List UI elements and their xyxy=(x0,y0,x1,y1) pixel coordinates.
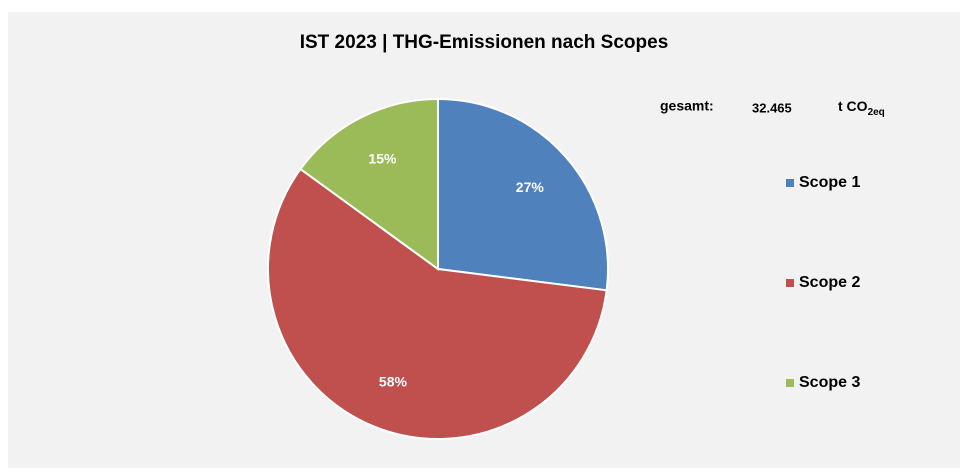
legend-swatch xyxy=(786,179,794,187)
pie-slice xyxy=(437,97,609,292)
data-label: 27% xyxy=(516,179,545,195)
legend-label: Scope 1 xyxy=(799,174,860,191)
annotation-unit: t CO2eq xyxy=(838,98,885,118)
unit-sub: 2eq xyxy=(868,107,885,118)
annotation-label: gesamt: xyxy=(660,98,714,114)
legend-swatch xyxy=(786,279,794,287)
data-label: 15% xyxy=(368,151,397,167)
pie-slice xyxy=(299,97,439,271)
chart-title: IST 2023 | THG-Emissionen nach Scopes xyxy=(300,32,669,53)
data-label: 58% xyxy=(379,374,408,390)
unit-base: t CO xyxy=(838,98,868,114)
legend-swatch xyxy=(786,379,794,387)
pie-slice xyxy=(266,167,608,441)
annotation-total: 32.465 xyxy=(752,100,792,115)
legend-label: Scope 3 xyxy=(799,374,860,391)
legend-label: Scope 2 xyxy=(799,274,860,291)
